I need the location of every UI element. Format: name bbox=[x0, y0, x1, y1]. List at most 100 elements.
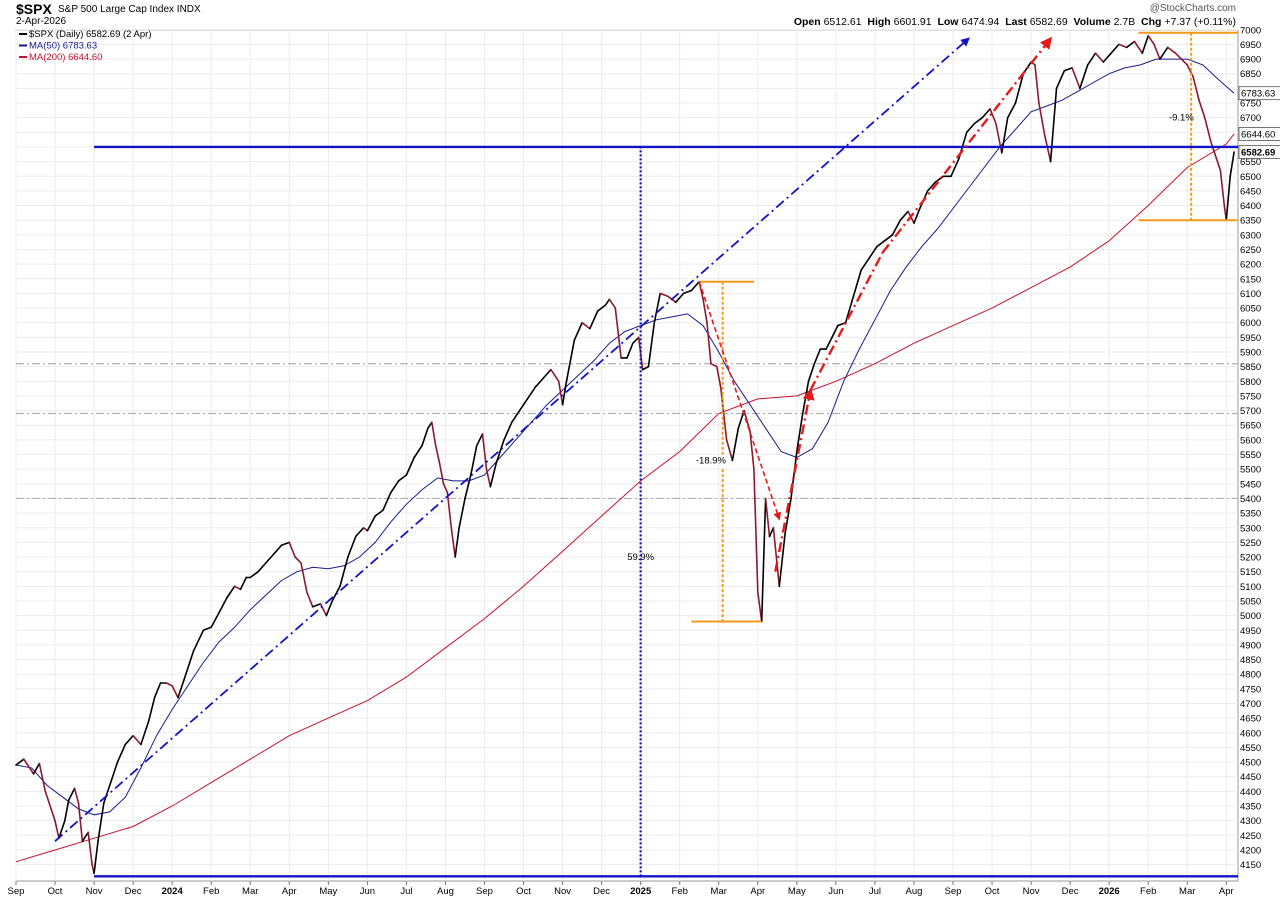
x-tick-label: Dec bbox=[1062, 886, 1079, 897]
price-segment bbox=[795, 412, 804, 453]
x-tick-label: 2026 bbox=[1099, 886, 1120, 897]
y-tick-label: 4300 bbox=[1240, 816, 1261, 827]
y-tick-label: 6550 bbox=[1240, 157, 1261, 168]
price-segment bbox=[50, 808, 56, 822]
price-segment bbox=[1043, 134, 1052, 163]
price-segment bbox=[132, 734, 142, 746]
price-segment bbox=[596, 304, 607, 312]
last-value: 6582.69 bbox=[1029, 16, 1068, 28]
price-segment bbox=[481, 433, 488, 471]
price-segment bbox=[108, 761, 119, 787]
price-segment bbox=[421, 427, 429, 447]
y-tick-label: 5200 bbox=[1240, 553, 1261, 564]
x-tick-label: Apr bbox=[282, 886, 297, 897]
price-segment bbox=[1198, 99, 1206, 119]
symbol-description: S&P 500 Large Cap Index INDX bbox=[58, 4, 201, 15]
price-segment bbox=[1014, 72, 1025, 104]
y-tick-label: 6900 bbox=[1240, 55, 1261, 66]
price-segment bbox=[868, 245, 878, 260]
price-segment bbox=[690, 280, 701, 292]
price-segment bbox=[926, 181, 937, 192]
price-segment bbox=[550, 368, 560, 383]
price-segment bbox=[753, 468, 759, 594]
price-segment bbox=[67, 787, 76, 802]
red-trend-arrow bbox=[881, 36, 1053, 254]
y-tick-label: 5800 bbox=[1240, 377, 1261, 388]
price-segment bbox=[764, 497, 771, 538]
price-segment bbox=[1209, 140, 1218, 160]
red-trend-arrow bbox=[774, 387, 815, 572]
red-trend-arrow bbox=[809, 251, 884, 391]
y-tick-label: 5000 bbox=[1240, 611, 1261, 622]
price-segment bbox=[469, 444, 478, 476]
y-tick-label: 4750 bbox=[1240, 684, 1261, 695]
watermark[interactable]: @StockCharts.com bbox=[1149, 3, 1236, 14]
price-segment bbox=[632, 336, 640, 345]
y-tick-label: 6200 bbox=[1240, 260, 1261, 271]
price-segment bbox=[883, 234, 894, 242]
price-segment bbox=[354, 526, 365, 538]
price-segment bbox=[876, 239, 886, 248]
open-label: Open bbox=[793, 16, 821, 28]
y-tick-label: 6250 bbox=[1240, 245, 1261, 256]
price-segment bbox=[561, 380, 568, 406]
price-segment bbox=[192, 629, 205, 652]
x-tick-label: Apr bbox=[750, 886, 765, 897]
y-tick-label: 5300 bbox=[1240, 523, 1261, 534]
price-segment bbox=[272, 544, 283, 555]
price-segment bbox=[382, 491, 392, 512]
price-segment bbox=[1055, 70, 1066, 90]
price-segment bbox=[288, 541, 296, 558]
price-segment bbox=[389, 480, 400, 494]
price-segment bbox=[637, 336, 644, 371]
price-segment bbox=[202, 626, 212, 632]
x-tick-label: Sep bbox=[8, 886, 25, 897]
price-tag-label: 6582.69 bbox=[1241, 148, 1275, 159]
price-segment bbox=[239, 576, 248, 591]
price-segment bbox=[124, 734, 134, 746]
x-tick-label: Dec bbox=[125, 886, 142, 897]
price-segment bbox=[1049, 87, 1058, 163]
high-label: High bbox=[867, 16, 891, 28]
y-tick-label: 6050 bbox=[1240, 304, 1261, 315]
price-segment bbox=[1086, 52, 1097, 66]
x-tick-label: 2024 bbox=[162, 886, 184, 897]
x-tick-label: Mar bbox=[711, 886, 727, 897]
price-segment bbox=[674, 292, 685, 304]
price-segment bbox=[891, 219, 902, 236]
price-segment bbox=[54, 819, 60, 840]
price-tag-label: 6644.60 bbox=[1241, 129, 1275, 140]
price-segment bbox=[1153, 43, 1161, 60]
price-segment bbox=[249, 570, 259, 579]
price-segment bbox=[362, 526, 369, 532]
price-segment bbox=[15, 758, 25, 766]
low-value: 6474.94 bbox=[961, 16, 1000, 28]
low-label: Low bbox=[937, 16, 959, 28]
ma200-line bbox=[15, 133, 1235, 863]
price-segment bbox=[38, 762, 47, 793]
x-tick-label: Aug bbox=[437, 886, 454, 897]
price-segment bbox=[140, 720, 150, 746]
price-segment bbox=[1102, 52, 1112, 63]
price-segment bbox=[171, 685, 179, 699]
price-segment bbox=[1147, 34, 1155, 46]
price-segment bbox=[1118, 43, 1128, 49]
y-tick-label: 4950 bbox=[1240, 626, 1261, 637]
price-tag-box bbox=[1238, 86, 1280, 101]
price-segment bbox=[183, 649, 195, 681]
x-tick-label: Feb bbox=[203, 886, 219, 897]
price-segment bbox=[682, 289, 693, 295]
price-segment bbox=[756, 591, 763, 623]
price-segment bbox=[604, 298, 611, 306]
y-tick-label: 6750 bbox=[1240, 99, 1261, 110]
price-segment bbox=[44, 790, 52, 810]
y-tick-label: 4600 bbox=[1240, 728, 1261, 739]
y-tick-label: 5150 bbox=[1240, 567, 1261, 578]
price-segment bbox=[147, 696, 156, 722]
y-tick-label: 4850 bbox=[1240, 655, 1261, 666]
y-tick-label: 5700 bbox=[1240, 406, 1261, 417]
price-segment bbox=[778, 532, 786, 588]
chart-date: 2-Apr-2026 bbox=[16, 16, 67, 27]
price-segment bbox=[950, 157, 960, 178]
